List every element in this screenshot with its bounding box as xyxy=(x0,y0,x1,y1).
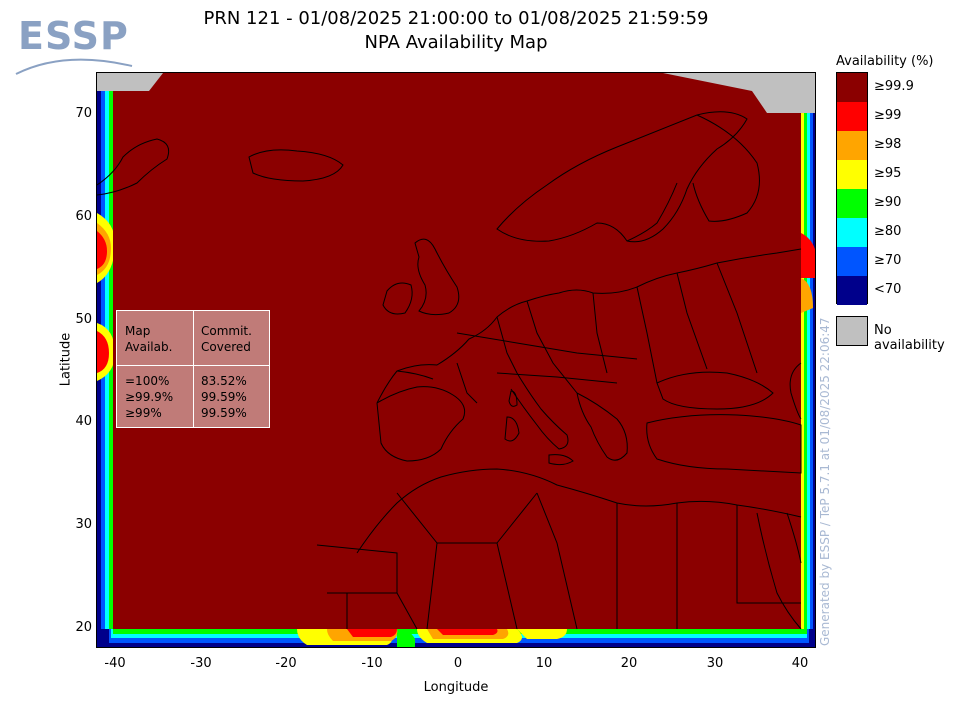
legend-label: ≥99.9 xyxy=(874,79,914,94)
availability-color-scale xyxy=(836,72,868,305)
y-tick: 30 xyxy=(75,517,92,532)
legend-swatch xyxy=(837,247,867,276)
map-title: PRN 121 - 01/08/2025 21:00:00 to 01/08/2… xyxy=(203,8,709,29)
legend-label: ≥70 xyxy=(874,253,902,268)
y-tick: 70 xyxy=(75,106,92,121)
coastlines-and-borders xyxy=(97,111,802,630)
stats-header-line: Commit. xyxy=(201,324,252,338)
x-tick: 10 xyxy=(535,656,553,671)
legend-swatch xyxy=(837,102,867,131)
stats-header-line: Map xyxy=(125,324,151,338)
stats-header-line: Availab. xyxy=(125,340,173,354)
stats-levels: =100% ≥99.9% ≥99% xyxy=(125,373,173,421)
left-degradation-band xyxy=(97,73,115,629)
stats-covered-value: 99.59% xyxy=(201,406,247,420)
x-tick: -20 xyxy=(275,656,297,671)
legend-swatch xyxy=(837,218,867,247)
legend-swatch xyxy=(837,189,867,218)
x-tick: -40 xyxy=(104,656,126,671)
legend-label: ≥80 xyxy=(874,224,902,239)
y-axis-label: Latitude xyxy=(58,332,74,387)
y-tick: 60 xyxy=(75,209,92,224)
stats-column-availability: Map Availab. =100% ≥99.9% ≥99% xyxy=(117,311,194,427)
y-tick: 40 xyxy=(75,414,92,429)
legend-label: ≥95 xyxy=(874,166,902,181)
x-tick: -30 xyxy=(190,656,212,671)
x-tick: -10 xyxy=(361,656,383,671)
x-axis-label: Longitude xyxy=(423,680,489,695)
x-tick: 0 xyxy=(453,656,463,671)
stats-covered-values: 83.52% 99.59% 99.59% xyxy=(201,373,247,421)
x-tick: 20 xyxy=(620,656,638,671)
x-tick: 30 xyxy=(706,656,724,671)
stats-level-value: =100% xyxy=(125,374,170,388)
right-degradation-band xyxy=(801,113,815,629)
legend-swatch xyxy=(837,276,867,305)
legend-swatch xyxy=(837,131,867,160)
stats-covered-value: 83.52% xyxy=(201,374,247,388)
stats-header-availability: Map Availab. xyxy=(125,323,172,355)
coverage-stats-table: Map Availab. =100% ≥99.9% ≥99% Commit. C… xyxy=(116,310,270,428)
y-tick: 20 xyxy=(75,620,92,635)
legend-label: ≥98 xyxy=(874,137,902,152)
no-availability-regions xyxy=(97,73,815,113)
legend-label: ≥99 xyxy=(874,108,902,123)
legend-label: ≥90 xyxy=(874,195,902,210)
stats-level-value: ≥99% xyxy=(125,406,162,420)
no-availability-label: No availability xyxy=(874,323,945,353)
stats-header-covered: Commit. Covered xyxy=(201,323,252,355)
x-tick: 40 xyxy=(791,656,809,671)
no-availability-swatch xyxy=(836,316,868,346)
logo-text: ESSP xyxy=(18,14,129,58)
bottom-degradation-band xyxy=(97,629,815,647)
stats-covered-value: 99.59% xyxy=(201,390,247,404)
stats-level-value: ≥99.9% xyxy=(125,390,174,404)
logo-swoosh-icon xyxy=(15,58,133,75)
legend-swatch xyxy=(837,73,867,102)
generated-by-text: Generated by ESSP / TeP 5.7.1 at 01/08/2… xyxy=(818,317,832,646)
essp-logo: ESSP xyxy=(14,14,134,78)
stats-column-covered: Commit. Covered 83.52% 99.59% 99.59% xyxy=(193,311,269,427)
legend-swatch xyxy=(837,160,867,189)
map-subtitle: NPA Availability Map xyxy=(364,32,548,53)
stats-header-line: Covered xyxy=(201,340,251,354)
legend-title: Availability (%) xyxy=(836,54,934,69)
y-tick: 50 xyxy=(75,312,92,327)
legend-label: <70 xyxy=(874,282,902,297)
